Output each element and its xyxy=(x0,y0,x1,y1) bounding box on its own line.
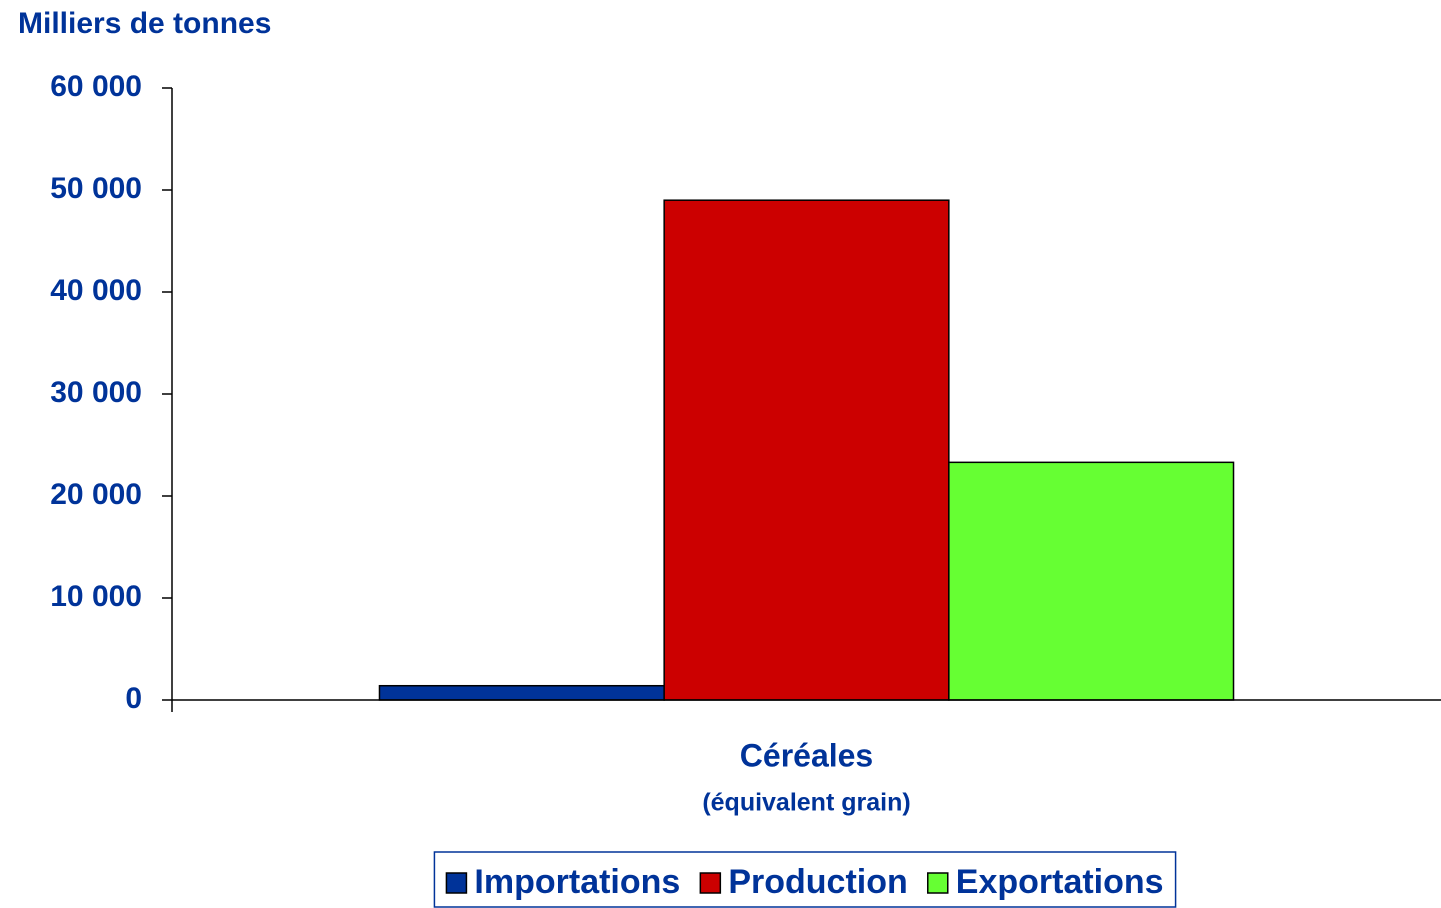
legend-label: Importations xyxy=(474,863,680,901)
y-axis-label: Milliers de tonnes xyxy=(18,7,271,40)
bar xyxy=(378,684,665,701)
legend-label: Exportations xyxy=(956,863,1164,901)
y-tick-label: 0 xyxy=(125,682,142,715)
bar xyxy=(663,199,950,701)
y-tick-label: 50 000 xyxy=(50,172,142,205)
y-tick-label: 40 000 xyxy=(50,274,142,307)
legend-swatch xyxy=(445,872,468,894)
legend-swatch xyxy=(699,872,722,894)
x-tick-note: (équivalent grain) xyxy=(702,789,910,817)
bar xyxy=(948,461,1235,701)
legend-label: Production xyxy=(728,863,907,901)
legend-box xyxy=(433,851,1177,908)
legend-swatch xyxy=(927,872,949,894)
x-tick-label: Céréales xyxy=(740,737,873,773)
y-tick-label: 60 000 xyxy=(50,70,142,103)
y-tick-label: 20 000 xyxy=(50,478,142,511)
y-tick-label: 10 000 xyxy=(50,580,142,613)
y-tick-label: 30 000 xyxy=(50,376,142,409)
